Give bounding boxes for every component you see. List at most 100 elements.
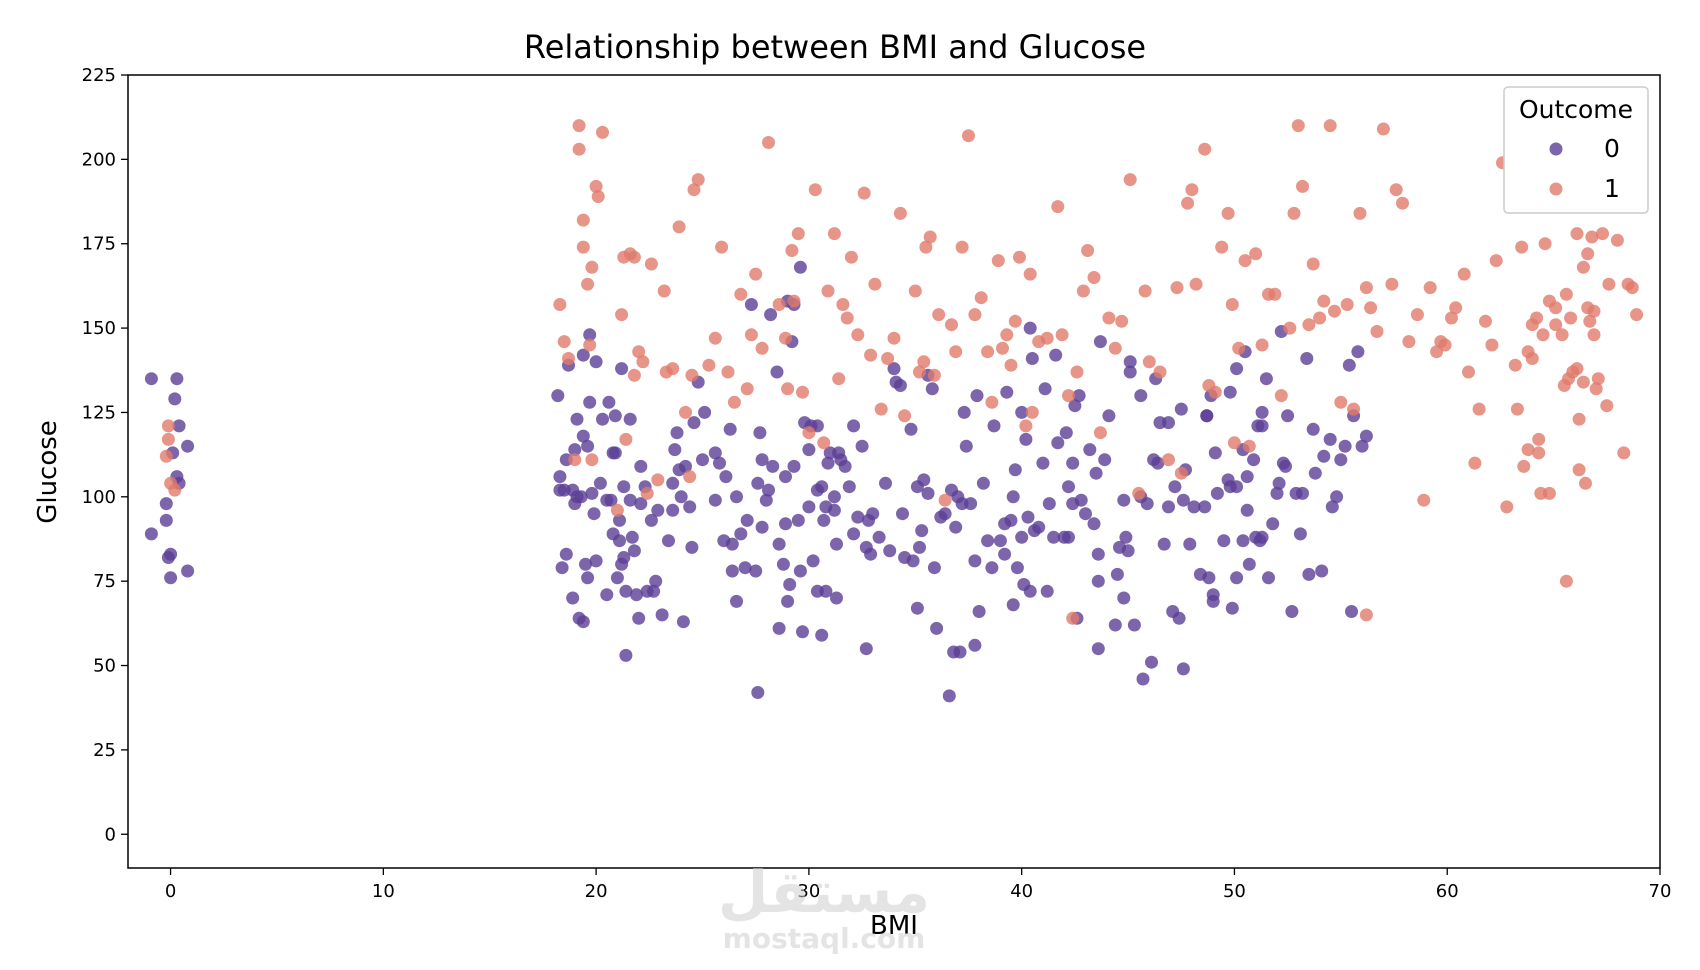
point-outcome-1 xyxy=(1215,240,1229,254)
point-outcome-0 xyxy=(1338,439,1352,453)
point-outcome-1 xyxy=(1385,277,1399,291)
point-outcome-0 xyxy=(579,557,592,571)
point-outcome-0 xyxy=(1032,520,1046,534)
point-outcome-0 xyxy=(925,382,939,396)
point-outcome-1 xyxy=(1445,311,1458,325)
point-outcome-0 xyxy=(1162,500,1175,514)
point-outcome-0 xyxy=(566,591,580,605)
point-outcome-1 xyxy=(1066,611,1080,625)
point-outcome-0 xyxy=(1123,365,1137,379)
point-outcome-1 xyxy=(585,260,599,274)
point-outcome-0 xyxy=(576,615,590,629)
point-outcome-0 xyxy=(872,530,886,544)
point-outcome-1 xyxy=(672,220,686,234)
point-outcome-1 xyxy=(1500,500,1514,514)
legend-marker-0 xyxy=(1549,142,1563,156)
point-outcome-1 xyxy=(917,355,931,369)
point-outcome-0 xyxy=(827,503,841,517)
point-outcome-1 xyxy=(817,436,831,450)
legend-box xyxy=(1503,86,1649,214)
point-outcome-1 xyxy=(779,331,792,345)
point-outcome-1 xyxy=(1302,318,1316,332)
point-outcome-0 xyxy=(915,524,929,538)
point-outcome-0 xyxy=(1240,470,1254,484)
point-outcome-0 xyxy=(764,308,778,322)
y-tick-label: 225 xyxy=(82,65,116,86)
point-outcome-0 xyxy=(608,446,622,460)
point-outcome-0 xyxy=(1117,591,1131,605)
point-outcome-0 xyxy=(604,493,618,507)
point-outcome-0 xyxy=(713,456,726,470)
point-outcome-1 xyxy=(1538,237,1552,251)
point-outcome-0 xyxy=(1230,571,1244,585)
point-outcome-1 xyxy=(685,368,699,382)
point-outcome-1 xyxy=(657,284,671,298)
point-outcome-0 xyxy=(855,439,869,453)
point-outcome-0 xyxy=(1072,389,1086,403)
watermark-logo: مستقل xyxy=(718,858,930,926)
point-outcome-0 xyxy=(821,456,835,470)
point-outcome-0 xyxy=(676,615,690,629)
y-tick-label: 25 xyxy=(93,740,116,761)
point-outcome-0 xyxy=(1083,443,1097,457)
point-outcome-0 xyxy=(883,544,897,558)
point-outcome-0 xyxy=(1047,530,1061,544)
point-outcome-0 xyxy=(1255,419,1269,433)
point-outcome-1 xyxy=(572,119,586,133)
point-outcome-0 xyxy=(168,392,182,406)
point-outcome-1 xyxy=(1323,119,1337,133)
x-tick-label: 0 xyxy=(165,881,176,902)
point-outcome-0 xyxy=(1293,527,1307,541)
point-outcome-1 xyxy=(1123,173,1137,187)
point-outcome-0 xyxy=(1157,537,1171,551)
x-tick-label: 50 xyxy=(1223,881,1246,902)
point-outcome-1 xyxy=(651,473,665,487)
point-outcome-0 xyxy=(913,540,926,554)
point-outcome-0 xyxy=(783,578,797,591)
point-outcome-0 xyxy=(1208,446,1222,460)
point-outcome-0 xyxy=(1087,517,1101,531)
point-outcome-1 xyxy=(840,311,854,325)
point-outcome-1 xyxy=(740,382,754,396)
point-outcome-0 xyxy=(1306,422,1320,436)
point-outcome-0 xyxy=(1187,500,1201,514)
point-outcome-1 xyxy=(161,432,175,446)
point-outcome-0 xyxy=(1351,345,1365,359)
point-outcome-1 xyxy=(927,368,941,382)
point-outcome-1 xyxy=(1313,311,1327,325)
point-outcome-0 xyxy=(589,355,603,369)
point-outcome-0 xyxy=(623,493,637,507)
point-outcome-0 xyxy=(625,530,639,544)
point-outcome-0 xyxy=(847,419,861,433)
point-outcome-1 xyxy=(1402,335,1416,349)
point-outcome-0 xyxy=(1010,561,1024,575)
point-outcome-1 xyxy=(1102,311,1116,325)
point-outcome-0 xyxy=(719,470,733,484)
point-outcome-0 xyxy=(806,554,820,568)
point-outcome-1 xyxy=(627,250,641,264)
point-outcome-1 xyxy=(785,244,799,257)
point-outcome-0 xyxy=(1091,574,1105,588)
point-outcome-0 xyxy=(987,419,1001,433)
point-outcome-0 xyxy=(144,372,158,386)
y-tick-label: 175 xyxy=(82,234,116,255)
point-outcome-1 xyxy=(1132,486,1146,500)
point-outcome-1 xyxy=(1023,267,1037,281)
point-outcome-1 xyxy=(1589,382,1603,396)
point-outcome-1 xyxy=(974,291,988,305)
point-outcome-1 xyxy=(955,240,969,254)
point-outcome-0 xyxy=(1272,476,1286,490)
point-outcome-0 xyxy=(1123,355,1137,369)
legend-title: Outcome xyxy=(1519,95,1633,124)
point-outcome-1 xyxy=(1596,227,1609,241)
point-outcome-0 xyxy=(755,453,769,467)
point-outcome-1 xyxy=(1347,402,1361,416)
point-outcome-0 xyxy=(921,486,935,500)
point-outcome-0 xyxy=(772,537,786,551)
point-outcome-1 xyxy=(755,341,769,355)
point-outcome-1 xyxy=(1255,338,1269,352)
point-outcome-1 xyxy=(898,409,912,423)
legend: Outcome 0 1 xyxy=(1503,86,1649,214)
point-outcome-0 xyxy=(776,557,790,571)
